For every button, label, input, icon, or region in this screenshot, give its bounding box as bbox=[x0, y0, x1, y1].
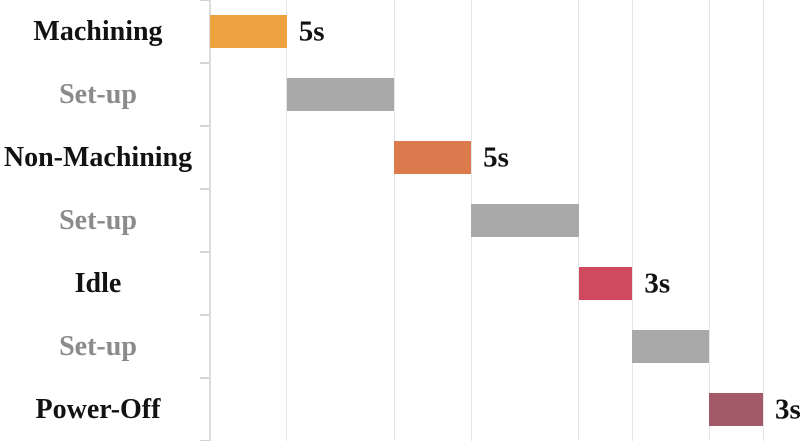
gantt-bar-set-up bbox=[632, 330, 710, 363]
transition-gridline bbox=[708, 0, 710, 441]
gantt-bar-idle bbox=[578, 267, 633, 300]
gantt-bar-machining bbox=[210, 15, 287, 48]
gantt-bar-non-machining bbox=[394, 141, 472, 174]
axis-tick bbox=[200, 125, 209, 127]
axis-tick bbox=[200, 188, 209, 190]
duration-label: 5s bbox=[483, 141, 509, 173]
transition-gridline bbox=[762, 0, 764, 441]
category-label: Non-Machining bbox=[3, 141, 193, 173]
transition-gridline bbox=[631, 0, 633, 441]
duration-label: 5s bbox=[298, 15, 325, 47]
category-label: Set-up bbox=[59, 78, 137, 110]
category-label: Machining bbox=[33, 15, 163, 47]
category-label: Idle bbox=[74, 267, 122, 299]
gantt-bar-power-off bbox=[709, 393, 763, 426]
axis-tick bbox=[200, 62, 209, 64]
transition-gridline bbox=[286, 0, 288, 441]
axis-tick bbox=[200, 0, 209, 1]
axis-tick bbox=[200, 377, 209, 379]
category-label: Set-up bbox=[59, 204, 137, 236]
axis-tick bbox=[200, 251, 209, 253]
category-label: Set-up bbox=[59, 330, 137, 362]
category-axis-line bbox=[209, 0, 211, 441]
gantt-bar-set-up bbox=[286, 78, 395, 111]
axis-tick bbox=[200, 314, 209, 316]
duration-label: 3s bbox=[644, 267, 671, 299]
transition-gridline bbox=[393, 0, 395, 441]
gantt-bar-set-up bbox=[471, 204, 579, 237]
duration-label: 3s bbox=[775, 393, 800, 425]
transition-gridline bbox=[578, 0, 580, 441]
category-label: Power-Off bbox=[35, 393, 161, 425]
